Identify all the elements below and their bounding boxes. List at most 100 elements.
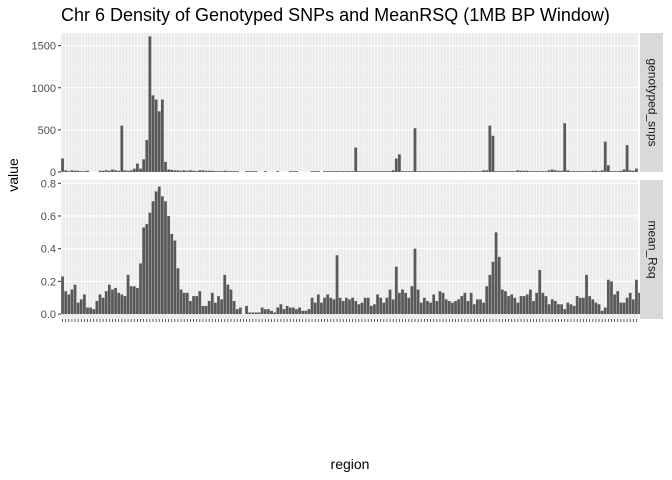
bar	[310, 171, 314, 172]
bar	[441, 171, 445, 172]
bar	[235, 171, 239, 172]
bar	[369, 305, 373, 315]
bar	[628, 292, 632, 315]
bar	[351, 171, 354, 172]
bar	[114, 287, 117, 315]
bar	[238, 307, 242, 315]
bar	[273, 312, 277, 315]
bar	[426, 301, 429, 315]
bar	[522, 296, 526, 315]
bar	[600, 310, 604, 315]
bar	[61, 158, 64, 172]
panel-mean-rsq: 0.0 0.2 0.4 0.6 0.8 mean_Rsq	[41, 178, 663, 321]
bar	[142, 227, 146, 315]
bar	[132, 286, 136, 315]
bar	[607, 279, 610, 315]
bar	[585, 274, 588, 315]
bar	[597, 304, 601, 315]
bar	[329, 171, 333, 172]
y-tick-label: 1000	[32, 83, 56, 95]
bar	[572, 171, 576, 172]
bar	[422, 171, 426, 172]
bar	[578, 171, 582, 172]
bar	[104, 170, 108, 172]
bar	[401, 289, 404, 315]
bar	[410, 171, 414, 172]
bar	[348, 299, 351, 315]
bar	[472, 171, 476, 172]
bar	[114, 170, 117, 172]
bar	[307, 309, 311, 315]
bar	[466, 301, 470, 315]
bar	[385, 297, 389, 315]
bar	[220, 171, 223, 172]
bar	[535, 171, 538, 172]
bar	[369, 171, 373, 172]
bar	[507, 171, 510, 172]
bar	[588, 296, 592, 315]
bar	[232, 301, 236, 315]
bar	[76, 170, 80, 172]
bar	[628, 170, 632, 172]
bar	[136, 163, 139, 172]
bar	[388, 171, 392, 172]
bar	[185, 170, 189, 172]
bar	[139, 168, 142, 172]
bar	[419, 302, 423, 315]
bar	[476, 299, 479, 315]
bar	[335, 255, 339, 315]
bar	[323, 171, 326, 172]
bar	[525, 294, 529, 315]
bar	[120, 294, 124, 315]
bar	[320, 302, 323, 315]
bar	[316, 294, 320, 315]
bar	[185, 292, 189, 315]
bar	[354, 301, 358, 315]
bar	[157, 111, 161, 172]
bar	[625, 145, 629, 172]
bar	[89, 307, 92, 315]
bar	[285, 305, 289, 315]
bar	[572, 305, 576, 315]
bar	[488, 274, 492, 315]
bar	[603, 141, 607, 172]
bar	[167, 215, 170, 315]
bar	[338, 171, 342, 172]
bar	[83, 294, 86, 315]
facet-strip-label: mean_Rsq	[645, 220, 659, 278]
bar	[260, 307, 264, 315]
bar	[142, 159, 146, 172]
bar	[173, 240, 177, 315]
bar	[447, 171, 451, 172]
bar	[263, 171, 267, 172]
bar	[313, 302, 317, 315]
bar	[435, 301, 439, 315]
bar	[98, 294, 102, 315]
bar	[157, 186, 161, 315]
bar	[578, 297, 582, 315]
bar	[510, 171, 514, 172]
bar	[382, 171, 386, 172]
bar	[201, 305, 205, 315]
bar	[226, 171, 230, 172]
bar	[282, 309, 286, 315]
bar	[416, 171, 420, 172]
bar	[204, 305, 208, 315]
bar	[366, 171, 370, 172]
bar	[638, 292, 641, 315]
bar	[401, 171, 404, 172]
bar	[267, 309, 270, 315]
bar	[566, 302, 570, 315]
y-tick-label: 0.0	[41, 309, 56, 321]
bar	[426, 171, 429, 172]
bar	[591, 299, 595, 315]
bar	[73, 284, 77, 315]
bar	[288, 307, 292, 315]
bar	[198, 291, 202, 315]
bar	[251, 171, 255, 172]
bar	[351, 297, 354, 315]
bar	[176, 268, 180, 315]
bar	[472, 304, 476, 315]
bar	[569, 171, 573, 172]
bar	[404, 171, 408, 172]
